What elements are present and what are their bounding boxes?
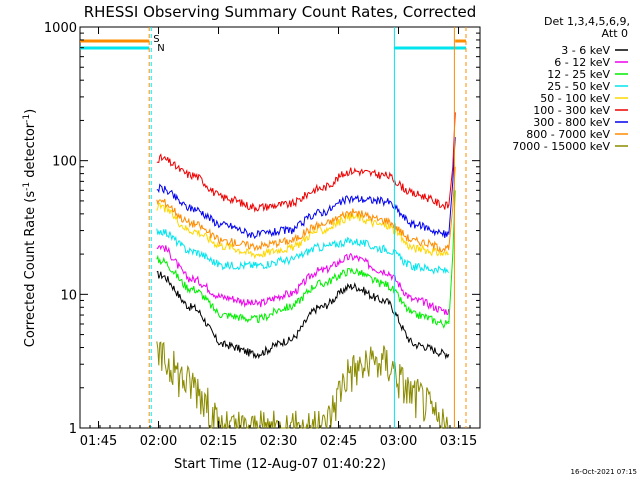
y-axis-label-sup2: -1 [22, 114, 32, 123]
legend-label-0: 3 - 6 keV [561, 44, 610, 57]
x-tick-label-0: 01:45 [80, 434, 117, 449]
x-tick-label-2: 02:15 [200, 434, 237, 449]
series-line-8 [156, 341, 450, 430]
series-line-1 [156, 245, 450, 316]
legend-header-2: Att 0 [602, 27, 628, 40]
saturation-flag-label: S [153, 34, 159, 45]
y-tick-label-0: 1 [69, 422, 77, 437]
series-line-2 [156, 254, 450, 329]
legend-label-5: 100 - 300 keV [533, 104, 610, 117]
x-tick-label-4: 02:45 [320, 434, 357, 449]
y-axis-label-main: Corrected Count Rate (s [23, 191, 38, 348]
x-tick-label-3: 02:30 [260, 434, 297, 449]
series-line-3 [156, 228, 450, 275]
legend-label-2: 12 - 25 keV [547, 68, 610, 81]
series-layer [156, 112, 456, 430]
y-tick-label-2: 100 [52, 155, 77, 170]
y-tick-label-3: 1000 [44, 21, 77, 36]
legend-label-1: 6 - 12 keV [554, 56, 610, 69]
chart-title: RHESSI Observing Summary Count Rates, Co… [84, 3, 477, 21]
x-tick-label-5: 03:00 [380, 434, 417, 449]
legend-label-8: 7000 - 15000 keV [512, 140, 610, 153]
legend-label-3: 25 - 50 keV [547, 80, 610, 93]
legend-label-6: 300 - 800 keV [533, 116, 610, 129]
generation-timestamp: 16-Oct-2021 07:15 [571, 468, 637, 476]
marker-layer: SN [80, 27, 467, 428]
series-line-5 [156, 153, 450, 213]
legend-label-7: 800 - 7000 keV [526, 128, 610, 141]
y-axis-ticks: 1 10 100 1000 [44, 21, 480, 437]
x-axis-label: Start Time (12-Aug-07 01:40:22) [174, 457, 386, 472]
series-line-6 [156, 183, 449, 240]
y-axis-label: Corrected Count Rate (s-1 detector-1) [22, 109, 38, 347]
y-axis-label-end: ) [23, 109, 38, 114]
plot-area: SN 01:45 02:00 02:15 02:30 02:45 03:00 03:15 1… [44, 21, 481, 449]
night-flag-label: N [157, 43, 164, 54]
legend-label-4: 50 - 100 keV [540, 92, 610, 105]
series-line-7 [156, 198, 450, 253]
y-tick-label-1: 10 [60, 288, 77, 303]
series-line-4 [156, 202, 450, 260]
x-axis-ticks: 01:45 02:00 02:15 02:30 02:45 03:00 03:15 [80, 27, 477, 449]
plot-frame [79, 26, 481, 429]
y-axis-label-sup1: -1 [22, 182, 32, 191]
y-axis-label-mid: detector [23, 122, 38, 182]
x-tick-label-6: 03:15 [440, 434, 477, 449]
series-line-0 [156, 270, 450, 360]
x-tick-label-1: 02:00 [140, 434, 177, 449]
legend-header-1: Det 1,3,4,5,6,9, [544, 15, 630, 28]
